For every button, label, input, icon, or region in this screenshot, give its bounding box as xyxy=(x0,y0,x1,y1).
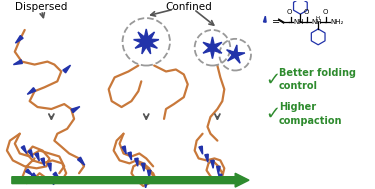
Polygon shape xyxy=(203,46,214,53)
Polygon shape xyxy=(217,166,220,174)
Polygon shape xyxy=(32,173,38,180)
Text: O: O xyxy=(304,9,309,15)
Polygon shape xyxy=(233,54,240,63)
Text: Confined: Confined xyxy=(165,2,212,12)
Text: NH: NH xyxy=(294,19,304,25)
Text: Better folding
control: Better folding control xyxy=(279,68,356,91)
Polygon shape xyxy=(228,53,237,61)
Polygon shape xyxy=(27,88,36,94)
Text: O: O xyxy=(287,9,292,15)
Polygon shape xyxy=(35,153,39,161)
Polygon shape xyxy=(210,37,215,48)
Text: Higher
compaction: Higher compaction xyxy=(279,102,342,125)
Text: =: = xyxy=(272,17,280,27)
Polygon shape xyxy=(13,60,22,65)
Polygon shape xyxy=(211,42,222,50)
Polygon shape xyxy=(48,163,51,171)
Polygon shape xyxy=(26,169,33,175)
FancyArrow shape xyxy=(12,173,249,187)
Polygon shape xyxy=(142,41,149,54)
Polygon shape xyxy=(144,32,154,44)
Polygon shape xyxy=(233,45,237,55)
Polygon shape xyxy=(138,32,148,44)
Polygon shape xyxy=(235,53,245,57)
Polygon shape xyxy=(135,39,148,48)
Polygon shape xyxy=(203,42,214,50)
Polygon shape xyxy=(28,150,33,158)
Polygon shape xyxy=(145,39,158,48)
Polygon shape xyxy=(122,146,126,154)
Polygon shape xyxy=(21,146,27,153)
Polygon shape xyxy=(264,16,266,22)
Polygon shape xyxy=(141,163,145,171)
Polygon shape xyxy=(135,158,138,166)
Polygon shape xyxy=(134,39,147,45)
Text: NH₂: NH₂ xyxy=(330,19,344,25)
Text: ✓: ✓ xyxy=(265,70,280,88)
Polygon shape xyxy=(143,29,149,42)
Polygon shape xyxy=(199,146,202,154)
Text: ✓: ✓ xyxy=(265,105,280,123)
Polygon shape xyxy=(15,36,23,43)
Text: O: O xyxy=(322,9,328,15)
Polygon shape xyxy=(205,154,208,162)
Polygon shape xyxy=(78,157,85,165)
Text: NH: NH xyxy=(311,19,322,25)
Polygon shape xyxy=(211,160,214,168)
Polygon shape xyxy=(71,107,80,113)
Polygon shape xyxy=(210,48,215,59)
Polygon shape xyxy=(219,174,222,182)
Polygon shape xyxy=(53,172,59,179)
Polygon shape xyxy=(48,177,54,185)
Polygon shape xyxy=(144,180,148,188)
Polygon shape xyxy=(41,158,45,166)
Polygon shape xyxy=(211,46,222,53)
Text: Dispersed: Dispersed xyxy=(15,2,68,12)
Polygon shape xyxy=(147,170,151,178)
Polygon shape xyxy=(128,152,132,160)
Polygon shape xyxy=(63,65,70,73)
Polygon shape xyxy=(146,39,159,45)
Text: H: H xyxy=(315,16,320,21)
Polygon shape xyxy=(226,50,236,57)
Polygon shape xyxy=(144,41,151,54)
